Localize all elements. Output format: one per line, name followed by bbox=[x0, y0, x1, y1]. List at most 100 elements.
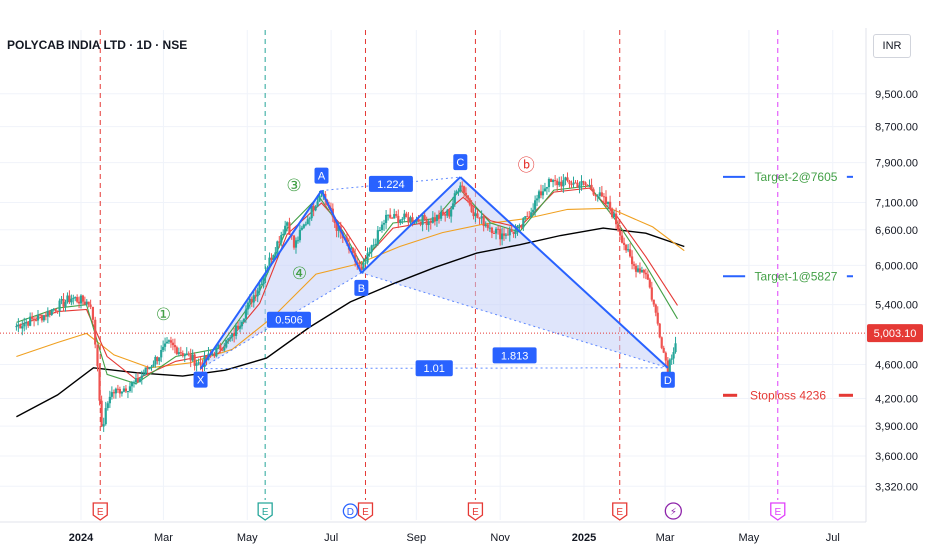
candle-body bbox=[584, 182, 587, 186]
candle-body bbox=[419, 221, 422, 225]
candle-body bbox=[459, 185, 462, 192]
candle-body bbox=[91, 306, 95, 320]
last-price-label: 5,003.10 bbox=[874, 328, 917, 340]
candle-body bbox=[621, 235, 624, 243]
candle-body bbox=[522, 218, 525, 228]
candle-body bbox=[312, 205, 315, 211]
candle-body bbox=[187, 353, 190, 355]
candle-body bbox=[185, 353, 188, 356]
candle-body bbox=[252, 295, 255, 303]
ratio-badge-xb bbox=[266, 311, 311, 328]
candle-body bbox=[535, 198, 539, 201]
candle-body bbox=[114, 388, 117, 394]
candle-body bbox=[32, 318, 36, 320]
candle-body bbox=[566, 177, 569, 181]
candle-body bbox=[302, 224, 305, 228]
candle-body bbox=[433, 217, 436, 221]
x-tick-label: Mar bbox=[154, 532, 173, 544]
point-badge-d bbox=[660, 371, 675, 388]
candle-body bbox=[604, 196, 608, 204]
candle-body bbox=[169, 340, 173, 343]
candle-body bbox=[606, 201, 610, 204]
candle-body bbox=[476, 213, 479, 218]
candle-body bbox=[150, 366, 153, 368]
candle-body bbox=[470, 204, 473, 213]
candle-body bbox=[238, 326, 242, 329]
candle-body bbox=[314, 206, 317, 211]
candle-body bbox=[165, 341, 169, 344]
candle-body bbox=[638, 268, 642, 273]
earnings-badge bbox=[467, 502, 484, 521]
candle-body bbox=[260, 284, 263, 286]
lightning-icon: ⚡ bbox=[670, 507, 677, 518]
candle-body bbox=[574, 182, 577, 184]
point-label-c: C bbox=[456, 157, 464, 169]
candle-body bbox=[615, 213, 618, 225]
harmonic-pattern: 0.506 1.224 1.813 1.01 X A B C D bbox=[193, 154, 675, 388]
candle-body bbox=[66, 295, 69, 303]
candle-body bbox=[112, 392, 115, 394]
candle-body bbox=[625, 244, 628, 251]
x-tick-label: May bbox=[739, 532, 760, 544]
y-tick-label: 4,600.00 bbox=[875, 360, 918, 372]
last-price-badge bbox=[867, 324, 923, 343]
candle-body bbox=[140, 375, 143, 379]
candle-body bbox=[399, 219, 402, 224]
candle-body bbox=[500, 233, 504, 240]
candle-body bbox=[524, 216, 527, 219]
ratio-line-ac bbox=[321, 176, 461, 192]
candle-body bbox=[494, 228, 498, 234]
candle-body bbox=[425, 219, 428, 226]
candle-body bbox=[421, 215, 424, 225]
candle-body bbox=[537, 191, 541, 199]
candle-body bbox=[64, 302, 67, 307]
candle-body bbox=[514, 229, 517, 234]
candle-body bbox=[227, 338, 230, 340]
point-label-d: D bbox=[664, 375, 672, 387]
candle-body bbox=[570, 184, 573, 186]
level-label: Target-1@5827 bbox=[755, 269, 838, 283]
candle-body bbox=[600, 192, 603, 197]
candle-body bbox=[282, 233, 285, 236]
candle-body bbox=[102, 424, 105, 427]
candle-body bbox=[89, 304, 92, 307]
candle-body bbox=[124, 388, 128, 392]
candle-body bbox=[256, 290, 259, 297]
candle-body bbox=[405, 213, 408, 218]
wave-label: ③ bbox=[286, 176, 301, 196]
level-label: Target-2@7605 bbox=[755, 170, 838, 184]
candle-body bbox=[462, 186, 466, 193]
candle-body bbox=[448, 210, 451, 217]
candle-body bbox=[376, 230, 379, 245]
ratio-line-bd bbox=[361, 272, 668, 369]
x-tick-label: Mar bbox=[656, 532, 675, 544]
candle-body bbox=[672, 352, 675, 359]
candle-body bbox=[455, 191, 458, 194]
candle-body bbox=[217, 344, 220, 348]
candle-body bbox=[670, 358, 673, 360]
candle-body bbox=[242, 318, 246, 322]
candle-body bbox=[619, 230, 622, 236]
candle-body bbox=[136, 378, 140, 383]
wave-label: ④ bbox=[292, 264, 307, 284]
point-label-x: X bbox=[197, 375, 205, 387]
candle-body bbox=[596, 195, 599, 197]
ratio-label-xb: 0.506 bbox=[275, 315, 303, 327]
candle-body bbox=[240, 321, 244, 327]
point-badge-b bbox=[354, 279, 369, 296]
candle-body bbox=[213, 354, 216, 357]
candle-body bbox=[504, 234, 508, 236]
candle-body bbox=[120, 391, 124, 394]
candle-body bbox=[138, 378, 141, 383]
candle-body bbox=[219, 344, 222, 350]
candle-body bbox=[280, 235, 283, 243]
candle-body bbox=[38, 314, 42, 316]
candle-body bbox=[352, 248, 355, 253]
candle-body bbox=[364, 262, 367, 264]
candle-body bbox=[85, 301, 88, 305]
triangle-bcd bbox=[361, 177, 668, 368]
candle-body bbox=[588, 184, 591, 186]
currency-selector[interactable]: INR bbox=[873, 34, 911, 58]
candle-body bbox=[582, 181, 585, 183]
x-tick-label: Jul bbox=[826, 532, 840, 544]
